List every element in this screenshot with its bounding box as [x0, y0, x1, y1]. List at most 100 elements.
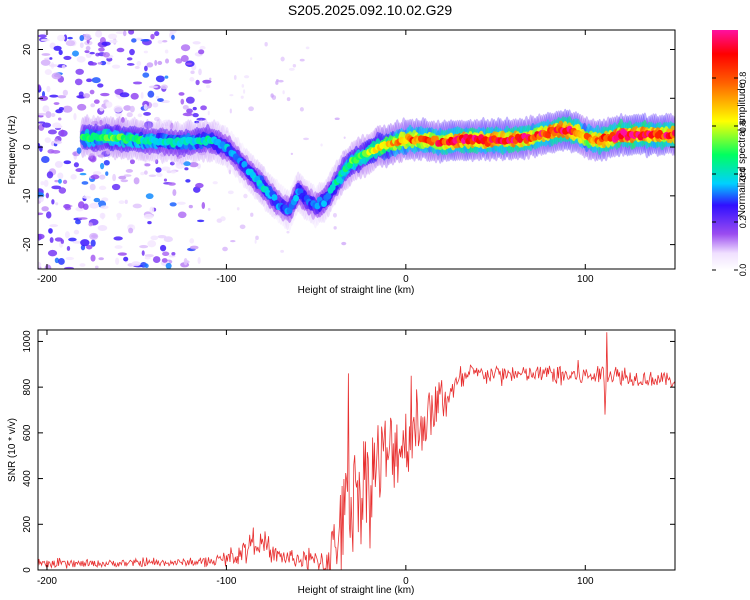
heatmap-cell — [264, 42, 268, 47]
heatmap-cell — [54, 237, 63, 242]
heatmap-cell — [43, 32, 50, 35]
heatmap-cell — [116, 212, 122, 219]
heatmap-cell — [123, 256, 129, 262]
x-tick-label: 0 — [403, 576, 409, 587]
y-tick-label: 0 — [22, 144, 33, 150]
heatmap-cell — [161, 166, 171, 171]
heatmap-cell — [197, 219, 205, 223]
heatmap-cell — [305, 46, 310, 50]
heatmap-cell — [183, 161, 191, 167]
heatmap-cell — [136, 60, 142, 67]
heatmap-cell — [100, 92, 110, 97]
heatmap-cell — [120, 116, 125, 123]
heatmap-cell — [129, 48, 135, 56]
heatmap-cell — [75, 219, 81, 225]
heatmap-cell — [101, 197, 109, 202]
heatmap-cell — [150, 33, 155, 40]
y-tick-label: -10 — [22, 188, 33, 203]
heatmap-ridge-cell — [293, 194, 300, 202]
colorbar-tick-label: 0.6 — [738, 120, 748, 133]
heatmap-cell — [108, 33, 118, 40]
heatmap-cell — [255, 235, 259, 240]
heatmap-cell — [123, 105, 132, 111]
heatmap-cell — [79, 34, 85, 42]
heatmap-cell — [198, 68, 202, 76]
heatmap-cell — [111, 183, 121, 191]
heatmap-cell — [77, 103, 87, 111]
heatmap-cell — [171, 252, 176, 256]
heatmap-cell — [51, 150, 61, 154]
heatmap-cell — [148, 85, 159, 89]
heatmap-cell — [250, 212, 254, 217]
heatmap-cell — [172, 189, 177, 196]
heatmap-cell — [85, 45, 91, 51]
snr-y-label: SNR (10 * v/v) — [7, 418, 18, 482]
heatmap-cell — [133, 177, 140, 185]
heatmap-cell — [167, 182, 176, 186]
heatmap-cell — [286, 97, 291, 102]
heatmap-cell — [60, 239, 64, 244]
heatmap-cell — [180, 98, 185, 105]
heatmap-cell — [51, 185, 62, 190]
heatmap-cell — [286, 230, 290, 234]
heatmap-cell — [40, 181, 45, 186]
colorbar: 0.0 0.2 0.4 0.6 0.8 Normalized spectral ampl… — [712, 30, 748, 276]
heatmap-cell — [99, 212, 106, 219]
heatmap-cell — [177, 211, 187, 219]
heatmap-cell — [79, 172, 87, 176]
colorbar-tick-label: 0.8 — [738, 72, 748, 85]
heatmap-cell — [343, 136, 346, 139]
heatmap-cell — [40, 38, 50, 42]
heatmap-cell — [88, 222, 93, 227]
heatmap-cell — [155, 95, 160, 100]
heatmap-cell — [54, 179, 59, 183]
heatmap-cell — [58, 258, 65, 265]
colorbar-tick-label: 0.4 — [738, 168, 748, 181]
heatmap-cell — [54, 161, 63, 168]
heatmap-cell — [84, 50, 90, 54]
heatmap-cell — [163, 178, 168, 182]
heatmap-cell — [243, 75, 250, 79]
heatmap-cell — [117, 252, 127, 256]
heatmap-cell — [57, 172, 64, 180]
heatmap-cell — [200, 105, 207, 111]
heatmap-cell — [65, 40, 76, 47]
heatmap-cell — [198, 49, 205, 55]
heatmap-cell — [76, 147, 82, 154]
heatmap-cell — [189, 238, 195, 244]
heatmap-cell — [186, 108, 193, 114]
heatmap-cell — [170, 170, 177, 174]
heatmap-cell — [157, 235, 167, 239]
heatmap-cell — [49, 237, 54, 243]
heatmap-cell — [229, 108, 232, 114]
heatmap-cell — [220, 216, 226, 222]
heatmap-ridge-cell — [325, 192, 332, 200]
heatmap-cell — [51, 72, 62, 80]
heatmap-cell — [72, 50, 79, 57]
heatmap-cell — [148, 174, 157, 178]
heatmap-ridge-cell — [672, 129, 675, 137]
heatmap-cell — [89, 183, 96, 191]
heatmap-cell — [128, 30, 135, 35]
heatmap-cell — [54, 257, 60, 264]
heatmap-cell — [38, 195, 44, 203]
heatmap-cell — [90, 239, 96, 247]
y-tick-label: 10 — [22, 92, 33, 104]
heatmap-cell — [89, 89, 95, 95]
heatmap-cell — [58, 178, 62, 184]
heatmap-cell — [44, 69, 52, 75]
heatmap-cell — [90, 174, 100, 180]
heatmap-cell — [38, 121, 46, 124]
heatmap-cell — [44, 137, 52, 143]
heatmap-cell — [99, 174, 106, 180]
x-tick-label: -200 — [37, 576, 57, 587]
heatmap-cell — [38, 34, 47, 38]
heatmap-cell — [72, 240, 82, 244]
heatmap-cell — [197, 256, 201, 265]
heatmap-cell — [155, 159, 159, 165]
heatmap-cell — [192, 106, 197, 111]
heatmap-cell — [162, 251, 170, 257]
heatmap-cell — [54, 138, 58, 142]
